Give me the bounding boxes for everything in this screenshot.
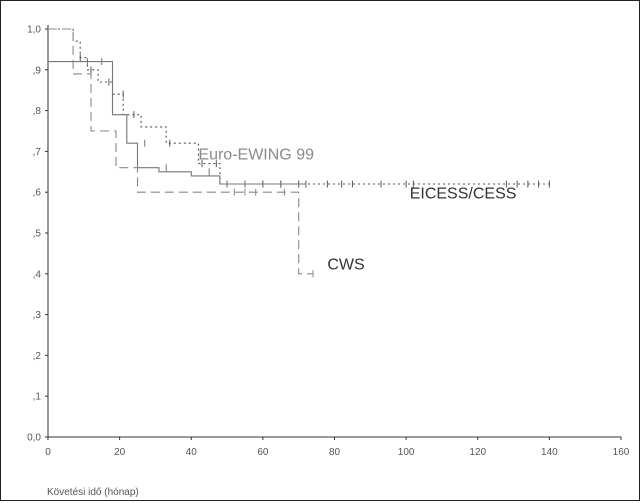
x-tick-label: 0 (45, 447, 51, 458)
axes: 0,0 ,1 ,2 ,3 ,4 ,5 ,6 ,7 ,8 ,9 1,0 0 20 40 60 80 100 120 1… (27, 25, 630, 459)
series-solid (48, 58, 307, 188)
series-annotation-label: Euro-EWING 99 (198, 147, 314, 164)
x-axis-label: Követési idő (hónap) (47, 487, 139, 498)
y-tick-label: ,8 (33, 106, 42, 117)
y-tick-label: ,7 (33, 147, 42, 158)
y-tick-label: 1,0 (27, 25, 41, 36)
annotation-layer: Euro-EWING 99 EICESS/CESS CWS (198, 147, 516, 274)
x-tick-label: 20 (114, 447, 126, 458)
y-tick-label: ,9 (33, 65, 42, 76)
x-tick-label: 60 (257, 447, 269, 458)
series-annotation-label: CWS (327, 257, 364, 274)
survival-line-dotted (48, 28, 550, 185)
y-tick-label: ,5 (33, 229, 42, 240)
x-tick-label: 140 (541, 447, 558, 458)
x-tick-label: 120 (469, 447, 486, 458)
y-tick-label: ,3 (33, 310, 42, 321)
survival-line-solid (48, 61, 306, 185)
x-tick-label: 100 (398, 447, 415, 458)
y-tick-label: 0,0 (27, 433, 41, 444)
y-tick-label: ,1 (33, 392, 42, 403)
survival-line-dashed (48, 28, 313, 275)
series-dashed (48, 28, 314, 278)
x-tick-label: 80 (329, 447, 341, 458)
y-tick-label: ,2 (33, 351, 42, 362)
x-tick-label: 40 (186, 447, 198, 458)
series-dotted (48, 28, 550, 188)
series-layer (48, 28, 550, 278)
series-annotation-label: EICESS/CESS (410, 185, 517, 202)
y-tick-label: ,6 (33, 188, 42, 199)
y-tick-label: ,4 (33, 269, 42, 280)
x-tick-label: 160 (613, 447, 630, 458)
